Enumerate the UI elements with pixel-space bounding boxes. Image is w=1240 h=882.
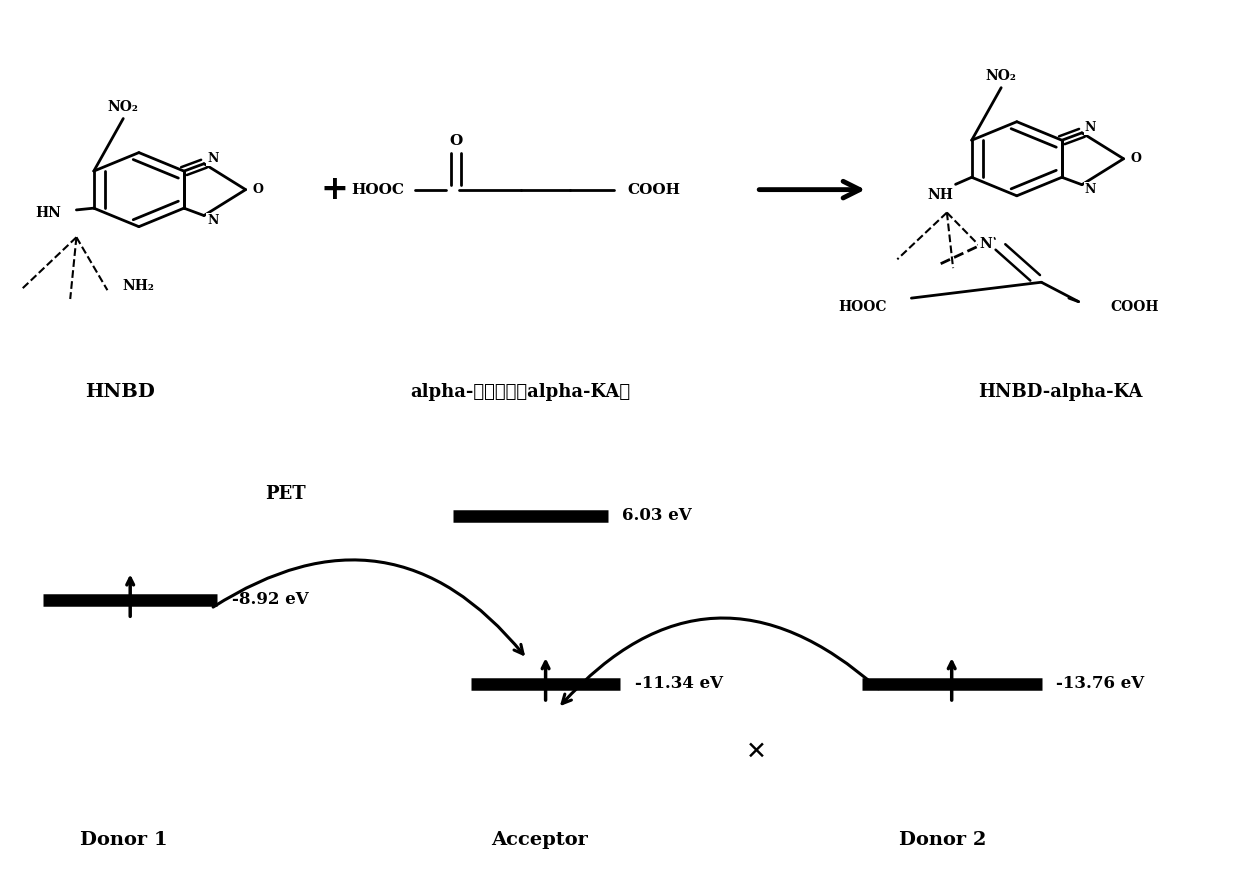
Text: HOOC: HOOC: [838, 300, 888, 314]
Text: Donor 1: Donor 1: [81, 831, 167, 848]
Text: COOH: COOH: [1110, 300, 1159, 314]
Text: -11.34 eV: -11.34 eV: [635, 675, 723, 692]
Text: PET: PET: [265, 485, 305, 503]
Text: HNBD: HNBD: [86, 384, 155, 401]
Text: HOOC: HOOC: [352, 183, 404, 197]
Text: O: O: [450, 134, 463, 148]
Text: HN: HN: [35, 206, 61, 220]
Text: Donor 2: Donor 2: [899, 831, 986, 848]
Text: COOH: COOH: [627, 183, 680, 197]
Text: NO₂: NO₂: [108, 100, 139, 114]
Text: NH: NH: [928, 188, 954, 202]
Text: N: N: [207, 214, 218, 228]
Text: Acceptor: Acceptor: [491, 831, 588, 848]
Text: O: O: [1131, 153, 1141, 165]
Text: O: O: [253, 183, 263, 196]
Text: ✕: ✕: [746, 739, 766, 764]
Text: alpha-麮戊二酸（alpha-KA）: alpha-麮戊二酸（alpha-KA）: [410, 384, 631, 401]
Text: +: +: [321, 173, 348, 206]
Text: NO₂: NO₂: [986, 69, 1017, 83]
Text: NH₂: NH₂: [123, 279, 154, 293]
Text: 6.03 eV: 6.03 eV: [622, 507, 692, 525]
Text: -8.92 eV: -8.92 eV: [232, 591, 309, 609]
Text: N: N: [980, 237, 992, 251]
Text: HNBD-alpha-KA: HNBD-alpha-KA: [978, 384, 1142, 401]
Text: -13.76 eV: -13.76 eV: [1056, 675, 1145, 692]
Text: N: N: [207, 152, 218, 165]
Text: N: N: [1085, 183, 1096, 197]
Text: N: N: [1085, 121, 1096, 134]
